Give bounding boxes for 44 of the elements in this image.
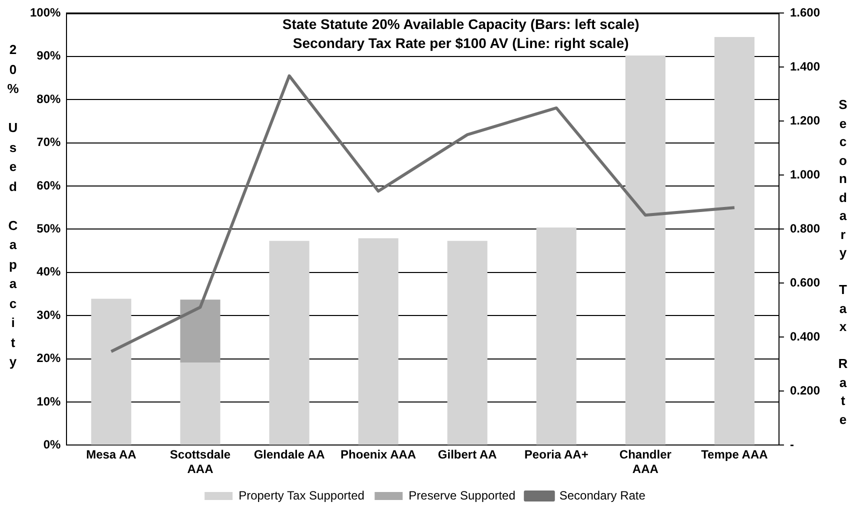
y2-tick-label: 1.200	[790, 114, 820, 128]
y-tick-label: 50%	[36, 222, 62, 236]
x-tick-label: Glendale AA	[254, 448, 326, 462]
y2-tick-label: 0.600	[790, 276, 820, 290]
bar	[447, 240, 488, 445]
text: Secondary Tax Rate	[838, 97, 848, 426]
bar	[91, 298, 132, 445]
x-tick-label: Gilbert AA	[438, 448, 498, 462]
y2-tick-label: 1.400	[790, 60, 820, 74]
y-tick-label: 30%	[36, 308, 62, 322]
legend-label: Property Tax Supported	[238, 488, 364, 502]
y-tick-label: 90%	[36, 48, 62, 63]
y2-tick-label: 1.000	[790, 168, 820, 182]
bar	[269, 240, 310, 445]
legend-label: Preserve Supported	[408, 488, 516, 502]
y-tick-label: 70%	[36, 135, 62, 150]
y-tick-label: 40%	[36, 264, 62, 279]
x-tick-label: Chandler AAA	[619, 448, 672, 476]
y2-tick-label: 0.800	[790, 222, 820, 236]
bar	[180, 362, 220, 445]
bar	[180, 300, 220, 363]
bar	[625, 56, 666, 445]
bar	[536, 227, 576, 445]
y2-tick-label: -	[790, 438, 794, 452]
text: 20% Used Capacity	[7, 42, 19, 369]
y-tick-label: 80%	[36, 92, 62, 106]
y-tick-label: 10%	[36, 394, 62, 408]
text: Secondary Tax Rate per $100 AV (Line: right scale)	[292, 35, 629, 52]
x-tick-label: Scottsdale AAA	[170, 448, 231, 476]
x-tick-label: Peoria AA+	[524, 448, 588, 462]
bar	[714, 36, 754, 445]
y-tick-label: 100%	[30, 6, 62, 20]
x-tick-label: Tempe AAA	[701, 448, 768, 462]
y2-tick-label: 0.400	[790, 330, 820, 344]
chart-title: State Statute 20% Available Capacity (Bars: left scale)	[282, 16, 640, 32]
x-tick-label: Mesa AA	[86, 448, 137, 462]
y-tick-label: 20%	[36, 351, 62, 366]
bar	[358, 238, 398, 445]
y2-tick-label: 0.200	[790, 384, 820, 398]
y2-tick-label: 1.600	[790, 6, 820, 20]
y-tick-label: 60%	[36, 178, 62, 192]
legend-label: Secondary Rate	[559, 488, 646, 502]
x-tick-label: Phoenix AAA	[340, 448, 416, 462]
y-tick-label: 0%	[43, 438, 62, 452]
